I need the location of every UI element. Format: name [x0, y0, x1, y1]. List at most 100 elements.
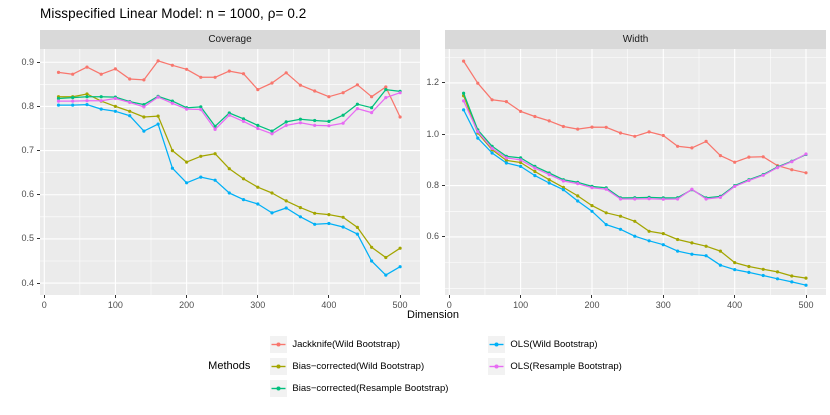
series-point — [241, 119, 246, 123]
series-point — [676, 249, 680, 253]
series-point — [547, 178, 551, 182]
series-point — [618, 227, 623, 231]
series-point — [676, 197, 680, 201]
x-tick-label: 200 — [584, 300, 600, 310]
y-tick-label: 0.6 — [426, 231, 439, 242]
series-point — [298, 206, 302, 210]
series-point — [804, 276, 808, 280]
facet-strip-width: Width — [445, 30, 826, 49]
series-point — [633, 197, 637, 201]
y-tick-label: 0.6 — [21, 189, 34, 200]
series-point — [128, 114, 132, 118]
width-panel — [445, 49, 826, 295]
legend-key-line-icon — [270, 357, 288, 375]
x-tick-label: 400 — [727, 300, 743, 310]
series-point — [690, 241, 694, 245]
series-point — [775, 166, 780, 170]
series-point — [633, 219, 637, 223]
series-point — [241, 117, 246, 121]
y-tick-mark — [442, 236, 445, 238]
series-point — [256, 123, 260, 127]
series-point — [618, 197, 623, 201]
series-point — [476, 136, 480, 140]
y-tick-label: 1.0 — [426, 128, 439, 139]
x-tick-label: 300 — [250, 300, 266, 310]
series-point — [327, 124, 331, 128]
series-point — [561, 124, 565, 129]
series-point — [476, 81, 480, 85]
series-point — [504, 158, 508, 162]
y-tick-label: 0.9 — [21, 56, 34, 67]
series-point — [504, 156, 508, 160]
series-point — [156, 122, 160, 126]
series-point — [355, 102, 359, 106]
series-point — [85, 99, 89, 103]
series-point — [604, 125, 608, 129]
y-tick-mark — [442, 82, 445, 84]
series-point — [690, 252, 694, 256]
series-point — [355, 225, 359, 229]
series-point — [284, 199, 288, 203]
series-point — [576, 182, 580, 186]
series-point — [533, 166, 537, 170]
series-line — [462, 60, 807, 174]
series-point — [227, 113, 231, 117]
series-point — [618, 214, 623, 218]
coverage-plot-area — [40, 49, 420, 295]
series-point — [270, 191, 274, 195]
series-point — [284, 71, 288, 75]
series-point — [355, 107, 359, 111]
series-point — [604, 211, 608, 215]
series-point — [213, 178, 217, 182]
series-point — [476, 130, 480, 134]
series-point — [661, 232, 665, 236]
series-point — [519, 158, 523, 162]
series-point — [384, 255, 388, 260]
series-line — [462, 92, 807, 199]
series-point — [213, 124, 217, 128]
series-point — [142, 78, 146, 82]
series-point — [270, 81, 274, 85]
x-tick-label: 100 — [107, 300, 123, 310]
series-point — [185, 107, 189, 111]
series-point — [270, 211, 274, 215]
series-point — [704, 197, 708, 201]
series-point — [327, 95, 331, 99]
series-point — [313, 222, 317, 226]
x-tick-label: 0 — [446, 300, 452, 310]
x-tick-mark — [662, 295, 664, 298]
series-point — [313, 118, 317, 123]
series-line — [462, 95, 807, 279]
series-point — [199, 107, 203, 112]
series-point — [733, 268, 737, 272]
series-point — [590, 204, 594, 208]
series-point — [156, 95, 160, 99]
series-point — [590, 125, 594, 129]
series-point — [99, 72, 103, 76]
series-point — [298, 117, 302, 121]
series-point — [71, 99, 75, 103]
series-point — [661, 243, 665, 247]
x-tick-mark — [43, 295, 45, 298]
series-point — [761, 267, 765, 271]
series-point — [313, 89, 317, 93]
legend-label: Bias−corrected(Resample Bootstrap) — [292, 382, 449, 394]
series-point — [156, 59, 160, 63]
series-point — [747, 155, 751, 159]
series-point — [270, 129, 274, 133]
series-point — [462, 99, 466, 103]
series-point — [718, 154, 722, 158]
series-point — [576, 199, 580, 203]
series-point — [298, 121, 302, 125]
series-point — [85, 95, 89, 99]
series-point — [661, 197, 665, 201]
series-point — [99, 107, 103, 111]
series-point — [462, 91, 466, 95]
legend-item-ols-resample: OLS(Resample Bootstrap) — [488, 356, 622, 376]
series-point — [142, 103, 146, 107]
series-point — [185, 67, 189, 71]
legend-title: Methods — [208, 360, 251, 372]
x-tick-mark — [257, 295, 259, 298]
series-point — [99, 95, 103, 99]
series-point — [533, 169, 537, 174]
